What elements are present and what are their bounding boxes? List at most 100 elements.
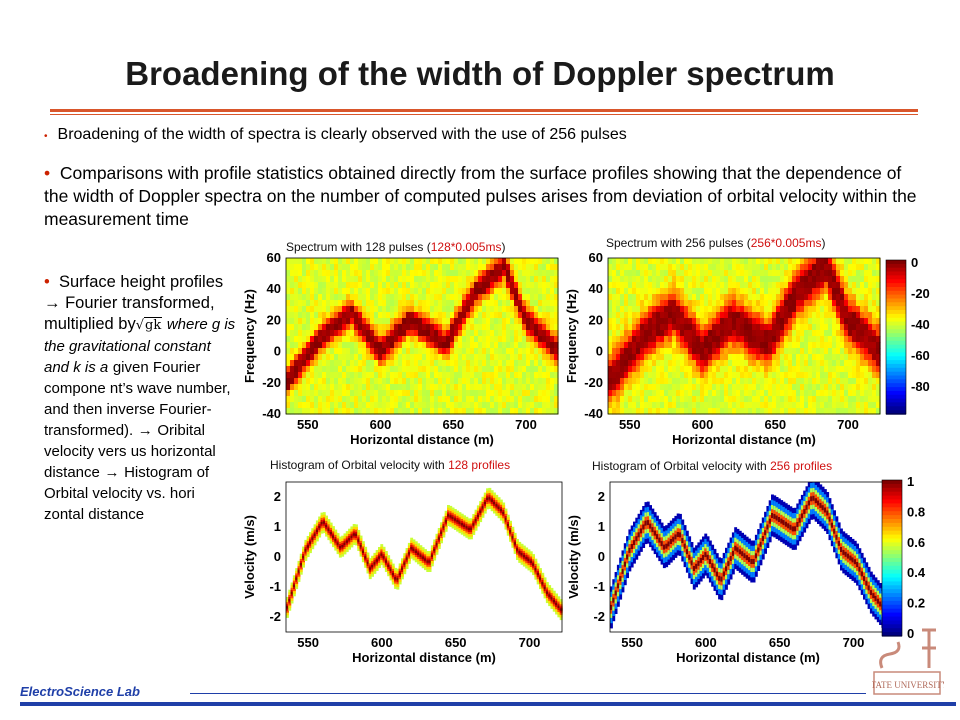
heatmap-cell bbox=[628, 324, 633, 331]
heatmap-cell bbox=[498, 408, 503, 415]
heatmap-cell bbox=[816, 258, 821, 265]
histogram-band bbox=[679, 532, 682, 538]
heatmap-cell bbox=[652, 336, 657, 343]
heatmap-cell bbox=[466, 372, 471, 379]
heatmap-cell bbox=[688, 342, 693, 349]
heatmap-cell bbox=[482, 270, 487, 277]
heatmap-cell bbox=[844, 360, 849, 367]
heatmap-cell bbox=[612, 324, 617, 331]
heatmap-cell bbox=[816, 390, 821, 397]
heatmap-cell bbox=[816, 396, 821, 403]
heatmap-cell bbox=[780, 276, 785, 283]
heatmap-cell bbox=[378, 300, 383, 307]
heatmap-cell bbox=[828, 378, 833, 385]
heatmap-cell bbox=[816, 300, 821, 307]
heatmap-cell bbox=[554, 408, 559, 415]
heatmap-cell bbox=[430, 264, 435, 271]
heatmap-cell bbox=[700, 288, 705, 295]
heatmap-cell bbox=[326, 396, 331, 403]
heatmap-cell bbox=[808, 270, 813, 277]
heatmap-cell bbox=[538, 408, 543, 415]
heatmap-cell bbox=[680, 324, 685, 331]
heatmap-cell bbox=[620, 342, 625, 349]
heatmap-cell bbox=[330, 312, 335, 319]
heatmap-cell bbox=[346, 282, 351, 289]
heatmap-cell bbox=[840, 366, 845, 373]
heatmap-cell bbox=[708, 294, 713, 301]
heatmap-cell bbox=[426, 270, 431, 277]
heatmap-cell bbox=[546, 264, 551, 271]
heatmap-cell bbox=[680, 258, 685, 265]
heatmap-cell bbox=[684, 264, 689, 271]
heatmap-cell bbox=[680, 306, 685, 313]
heatmap-cell bbox=[676, 342, 681, 349]
heatmap-cell bbox=[290, 258, 295, 265]
arrow-icon: → bbox=[44, 294, 61, 312]
heatmap-cell bbox=[804, 276, 809, 283]
heatmap-cell bbox=[334, 264, 339, 271]
heatmap-cell bbox=[816, 408, 821, 415]
heatmap-cell bbox=[724, 366, 729, 373]
heatmap-cell bbox=[704, 276, 709, 283]
heatmap-cell bbox=[402, 402, 407, 409]
heatmap-cell bbox=[434, 366, 439, 373]
heatmap-cell bbox=[704, 306, 709, 313]
heatmap-cell bbox=[620, 378, 625, 385]
heatmap-cell bbox=[772, 324, 777, 331]
heatmap-cell bbox=[322, 342, 327, 349]
heatmap-cell bbox=[868, 258, 873, 265]
heatmap-cell bbox=[322, 318, 327, 325]
heatmap-cell bbox=[636, 408, 641, 415]
heatmap-cell bbox=[816, 264, 821, 271]
histogram-band bbox=[639, 528, 643, 534]
heatmap-cell bbox=[800, 330, 805, 337]
heatmap-cell bbox=[876, 360, 881, 367]
heatmap-cell bbox=[792, 312, 797, 319]
histogram-band bbox=[371, 565, 374, 568]
heatmap-cell bbox=[712, 300, 717, 307]
heatmap-cell bbox=[780, 402, 785, 409]
heatmap-cell bbox=[458, 300, 463, 307]
heatmap-cell bbox=[832, 318, 837, 325]
heatmap-cell bbox=[776, 264, 781, 271]
heatmap-cell bbox=[696, 348, 701, 355]
heatmap-cell bbox=[378, 264, 383, 271]
heatmap-cell bbox=[534, 342, 539, 349]
heatmap-cell bbox=[648, 372, 653, 379]
heatmap-cell bbox=[330, 258, 335, 265]
heatmap-cell bbox=[290, 360, 295, 367]
colorbar-step bbox=[882, 561, 902, 567]
heatmap-cell bbox=[612, 372, 617, 379]
heatmap-cell bbox=[772, 270, 777, 277]
heatmap-cell bbox=[374, 258, 379, 265]
heatmap-cell bbox=[474, 330, 479, 337]
histogram-band bbox=[865, 580, 869, 586]
colorbar-step bbox=[882, 550, 902, 555]
heatmap-cell bbox=[660, 390, 665, 397]
histogram-band bbox=[525, 556, 529, 560]
heatmap-cell bbox=[744, 396, 749, 403]
heatmap-cell bbox=[414, 360, 419, 367]
heatmap-cell bbox=[740, 312, 745, 319]
heatmap-cell bbox=[812, 282, 817, 289]
heatmap-cell bbox=[430, 258, 435, 265]
heatmap-cell bbox=[780, 408, 785, 415]
heatmap-cell bbox=[640, 372, 645, 379]
heatmap-cell bbox=[342, 306, 347, 313]
heatmap-cell bbox=[804, 288, 809, 295]
heatmap-cell bbox=[668, 318, 673, 325]
heatmap-cell bbox=[530, 306, 535, 313]
heatmap-cell bbox=[486, 396, 491, 403]
heatmap-cell bbox=[668, 294, 673, 301]
histogram-band bbox=[794, 526, 797, 532]
heatmap-cell bbox=[644, 402, 649, 409]
heatmap-cell bbox=[334, 396, 339, 403]
heatmap-cell bbox=[510, 294, 515, 301]
heatmap-cell bbox=[514, 402, 519, 409]
heatmap-cell bbox=[620, 318, 625, 325]
heatmap-cell bbox=[330, 390, 335, 397]
heatmap-cell bbox=[628, 330, 633, 337]
heatmap-cell bbox=[636, 354, 641, 361]
heatmap-cell bbox=[442, 282, 447, 289]
heatmap-cell bbox=[394, 390, 399, 397]
